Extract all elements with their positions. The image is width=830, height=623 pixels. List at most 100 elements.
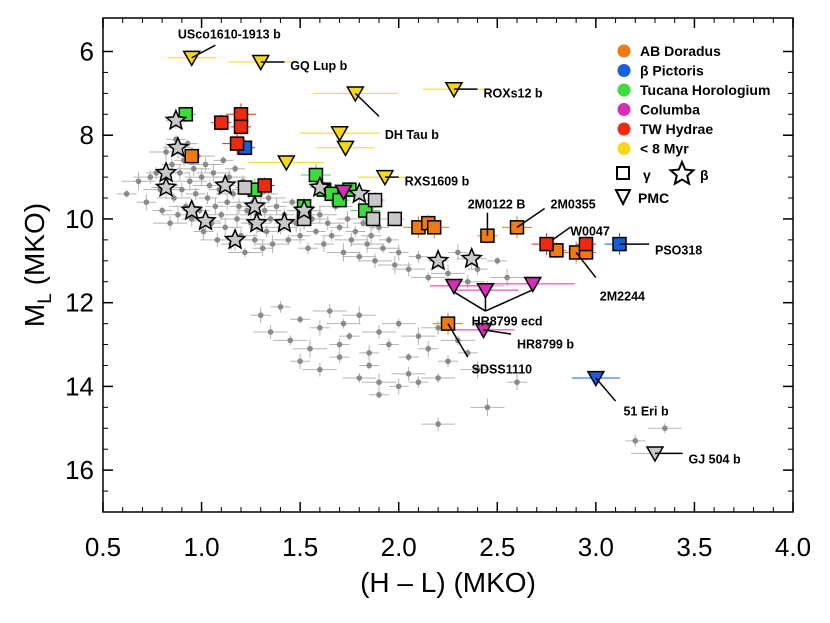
field-point [415,333,422,339]
y-axis-title: ML (MKO) [19,203,56,327]
annotation-label: PSO318 [655,243,702,257]
annotation-label: ROXs12 b [483,86,542,100]
field-point [305,245,311,252]
field-point [265,195,272,201]
field-point [226,174,232,180]
beta-star-marker [164,108,188,131]
field-point [212,203,219,210]
annotation-leader [485,289,534,312]
field-point [123,191,130,197]
annotation-leader [575,251,597,279]
field-point [218,211,225,218]
field-point [484,404,491,411]
columba-triangle-marker [523,276,543,293]
field-point [366,362,372,369]
plot-frame [102,17,794,513]
field-point [340,249,347,256]
field-point [435,324,441,331]
field-point [179,186,185,193]
field-point [514,379,520,386]
field-point [356,312,363,319]
columba-triangle-marker [334,184,353,201]
annotation-leader [483,329,512,335]
field-point [167,220,173,226]
field-point [214,237,221,243]
field-point [257,312,264,319]
field-point [163,149,169,155]
x-tick-label: 4.0 [775,532,811,562]
field-point [386,237,392,243]
annotation-label: 2M0122 B [468,197,526,211]
beta-star-marker [180,198,204,221]
field-point [328,232,335,239]
annotation-label: GJ 504 b [689,453,741,467]
field-point [395,320,402,327]
field-point [356,253,363,260]
y-axis-title-main: M [19,304,50,327]
field-point [230,191,236,197]
8-myr-triangle-marker [330,125,349,143]
field-point [425,345,432,352]
annotation-label: GQ Lup b [290,59,347,73]
legend-beta-star [668,159,696,186]
legend-dot [617,142,631,155]
field-point [297,316,303,323]
x-axis-title: (H – L) (MKO) [360,567,536,598]
legend-label: AB Doradus [640,43,721,59]
annotation-label: HR8799 ecd [472,315,543,329]
y-axis-title-suffix: (MKO) [19,203,50,293]
tw-hydrae-square-marker [229,136,245,151]
field-point [395,383,402,390]
legend-pmc-label: PMC [638,190,669,206]
field-point [474,366,481,373]
legend-gamma-square [616,166,630,180]
legend-label: < 8 Myr [640,141,689,157]
field-point [474,266,481,272]
field-point [340,320,347,327]
annotation-label: RXS1609 b [405,174,470,188]
annotation-label: 2M0355 [551,197,596,211]
beta-star-marker [460,246,484,269]
field-point [324,220,331,226]
annotation-leader [354,92,380,117]
field-point [287,337,294,344]
field-point [200,228,207,235]
annotation-leader [552,226,571,241]
field-point [317,211,323,218]
field-point [186,178,193,185]
field-point [504,274,510,281]
beta-star-marker [292,198,316,221]
beta-star-marker [347,181,371,204]
annotation-label: W0047 [570,225,610,239]
beta-star-marker [166,135,190,158]
beta-star-marker [273,211,296,233]
field-point [321,241,327,247]
field-point [232,165,238,172]
y-tick-label: 12 [65,288,94,318]
tw-hydrae-square-marker [257,178,272,193]
legend-beta-label: β [700,167,709,183]
field-point [435,375,441,381]
field-point [210,170,217,176]
field-point [269,241,276,247]
legend-label: β Pictoris [640,63,704,79]
annotation-leader [453,291,486,312]
field-point [405,354,412,360]
beta-star-marker [154,175,178,198]
beta-star-marker [194,209,217,231]
field-point [326,308,333,314]
field-point [494,258,501,264]
x-tick-label: 3.5 [676,532,712,562]
field-point [289,199,296,206]
legend-dot [617,44,631,58]
field-point [360,220,367,226]
field-point [206,182,213,189]
annotation-leader [447,323,469,358]
field-point [455,249,461,256]
field-point [344,216,351,222]
field-point [336,354,343,360]
y-tick-label: 8 [80,120,94,150]
x-tick-label: 2.5 [479,532,515,562]
tw-hydrae-square-marker [578,236,594,252]
x-tick-label: 1.5 [282,532,318,562]
